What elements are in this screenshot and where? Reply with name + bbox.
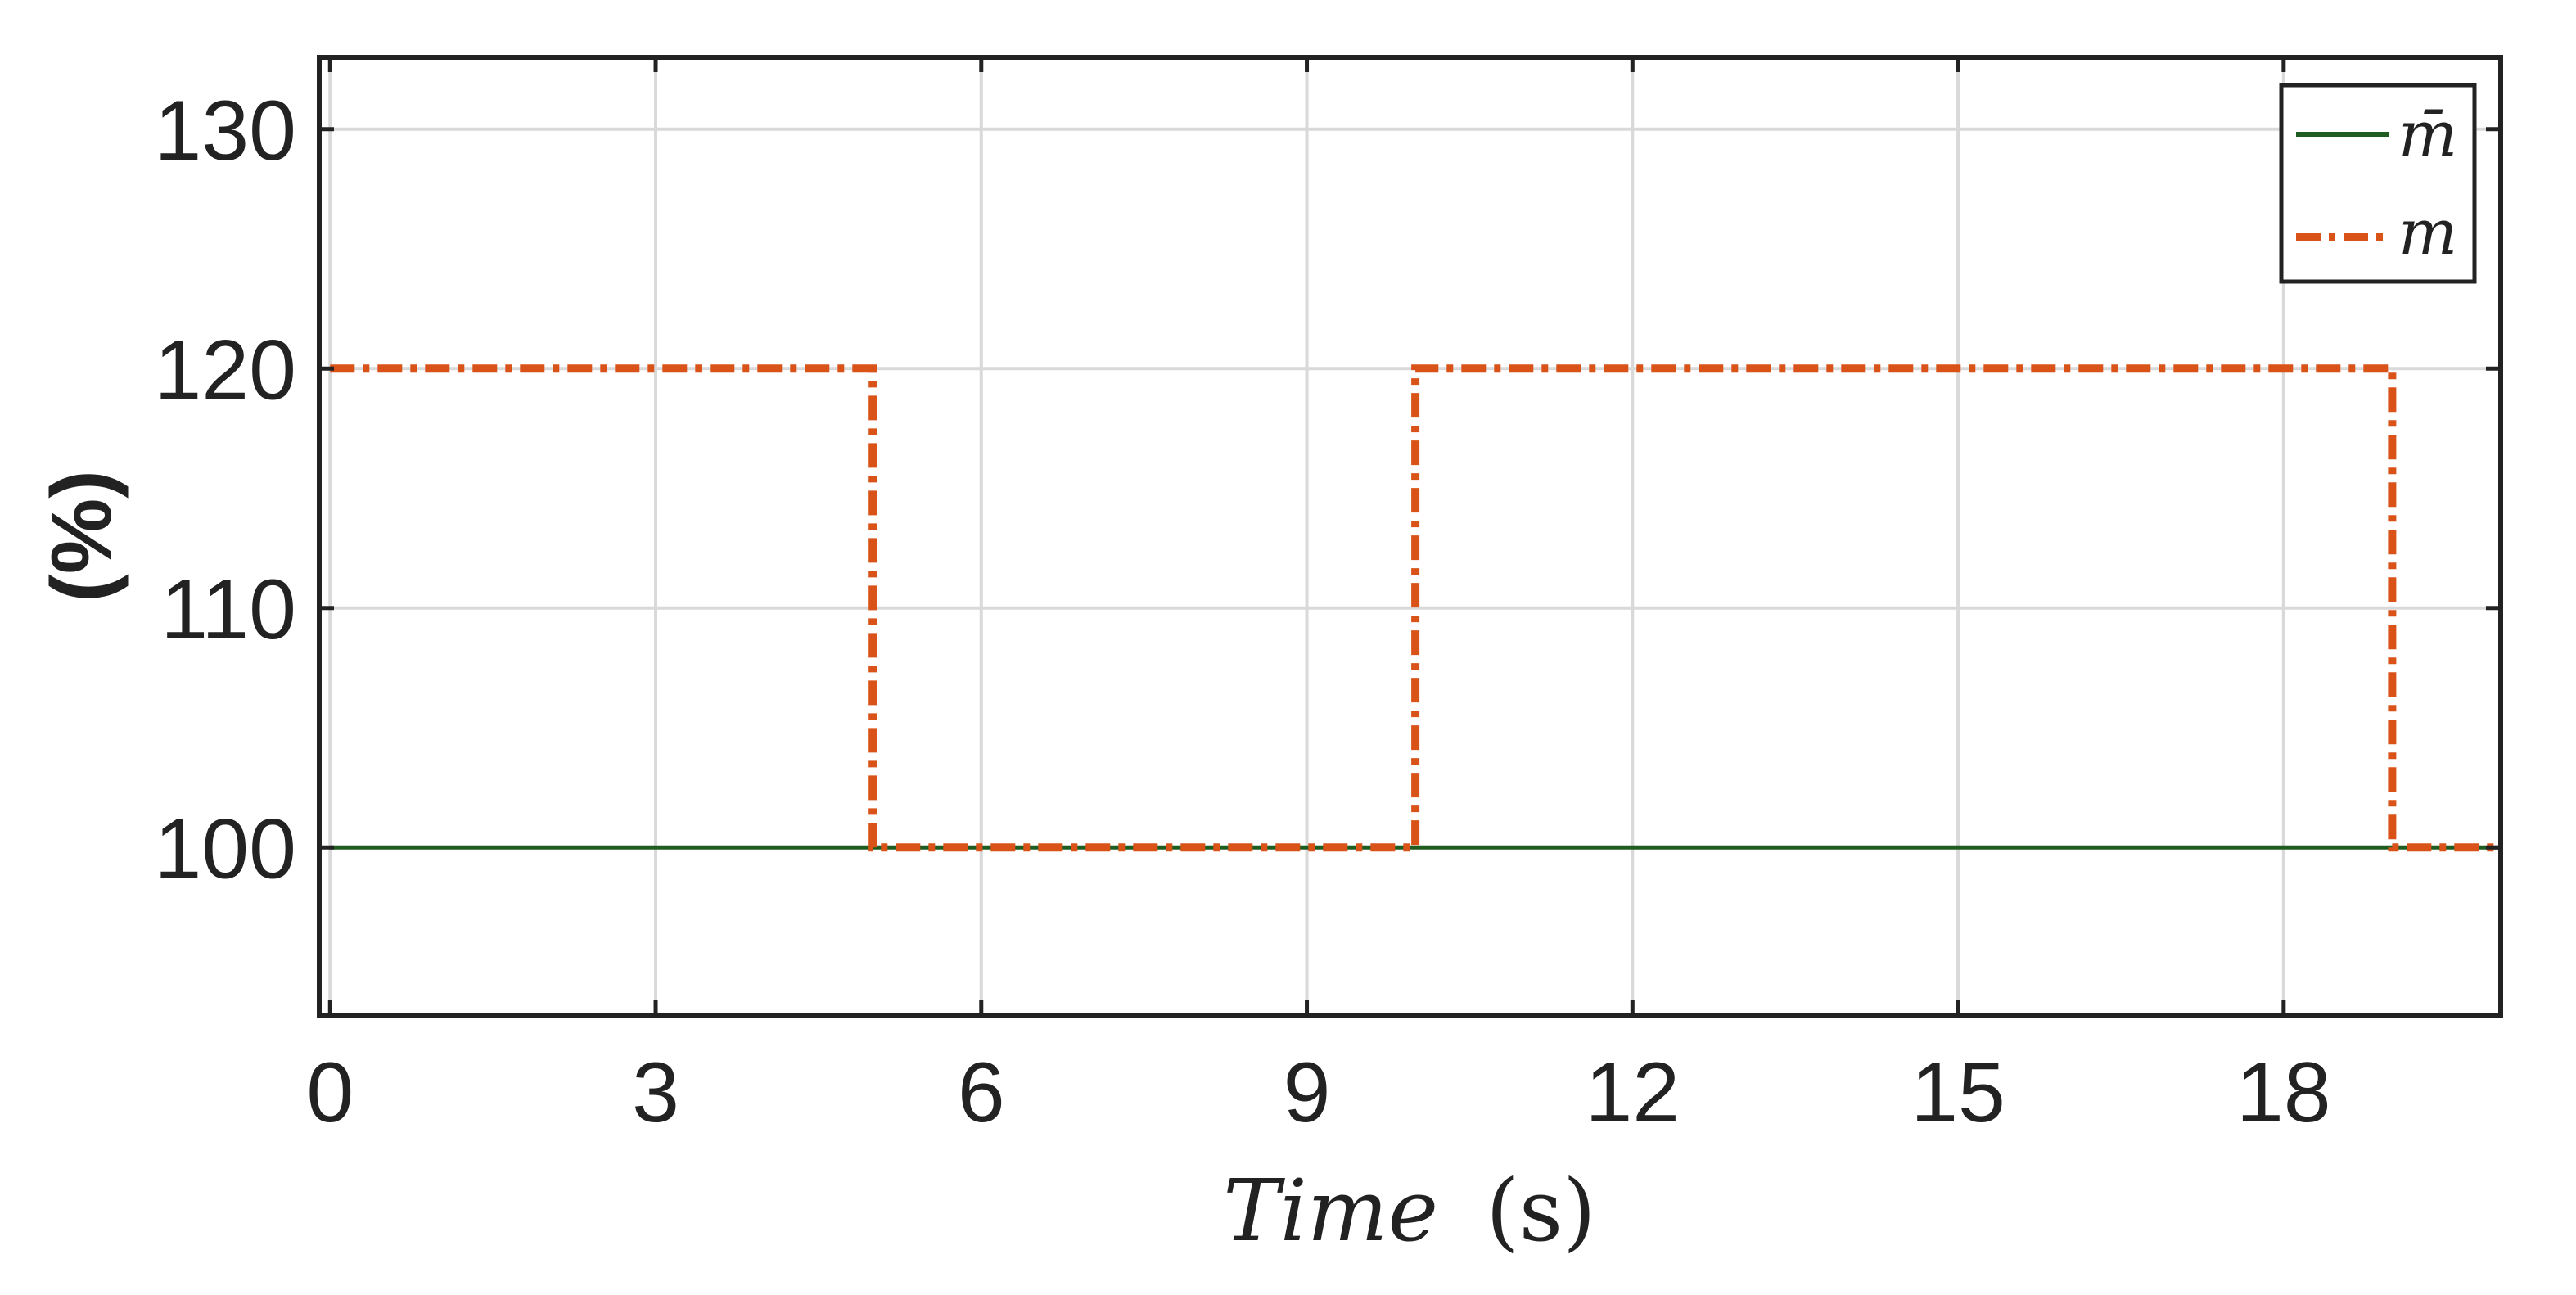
y-tick-label: 120 bbox=[154, 323, 296, 417]
y-tick-label: 130 bbox=[154, 83, 296, 178]
legend-box bbox=[2279, 83, 2477, 284]
x-axis-title: Time (s) bbox=[1223, 1161, 1595, 1261]
tick-marks bbox=[319, 57, 2501, 1015]
y-tick-label: 100 bbox=[154, 801, 296, 896]
x-tick-label: 18 bbox=[2236, 1045, 2331, 1140]
x-axis-title-unit: (s) bbox=[1486, 1161, 1596, 1261]
legend-label-m-bar: m̄ bbox=[2398, 97, 2457, 170]
y-tick-label: 110 bbox=[160, 562, 296, 657]
x-tick-label: 15 bbox=[1911, 1045, 2005, 1140]
legend: m̄ m bbox=[2279, 83, 2477, 284]
x-tick-labels: 0 3 6 9 12 15 18 bbox=[306, 1045, 2330, 1140]
x-tick-label: 3 bbox=[632, 1045, 679, 1140]
plot-area bbox=[319, 57, 2501, 1015]
y-tick-labels: 100 110 120 130 bbox=[154, 83, 296, 897]
series-line-m bbox=[330, 364, 2501, 852]
x-tick-label: 9 bbox=[1283, 1045, 1331, 1140]
x-tick-label: 12 bbox=[1585, 1045, 1680, 1140]
axes-box bbox=[317, 55, 2503, 1018]
series-layer bbox=[330, 364, 2501, 852]
y-axis-title: (%) bbox=[34, 470, 129, 602]
x-tick-label: 0 bbox=[306, 1045, 354, 1140]
axes bbox=[317, 55, 2503, 1018]
x-axis-title-variable: Time bbox=[1223, 1161, 1438, 1261]
x-tick-label: 6 bbox=[958, 1045, 1005, 1140]
legend-label-m: m bbox=[2398, 196, 2457, 268]
